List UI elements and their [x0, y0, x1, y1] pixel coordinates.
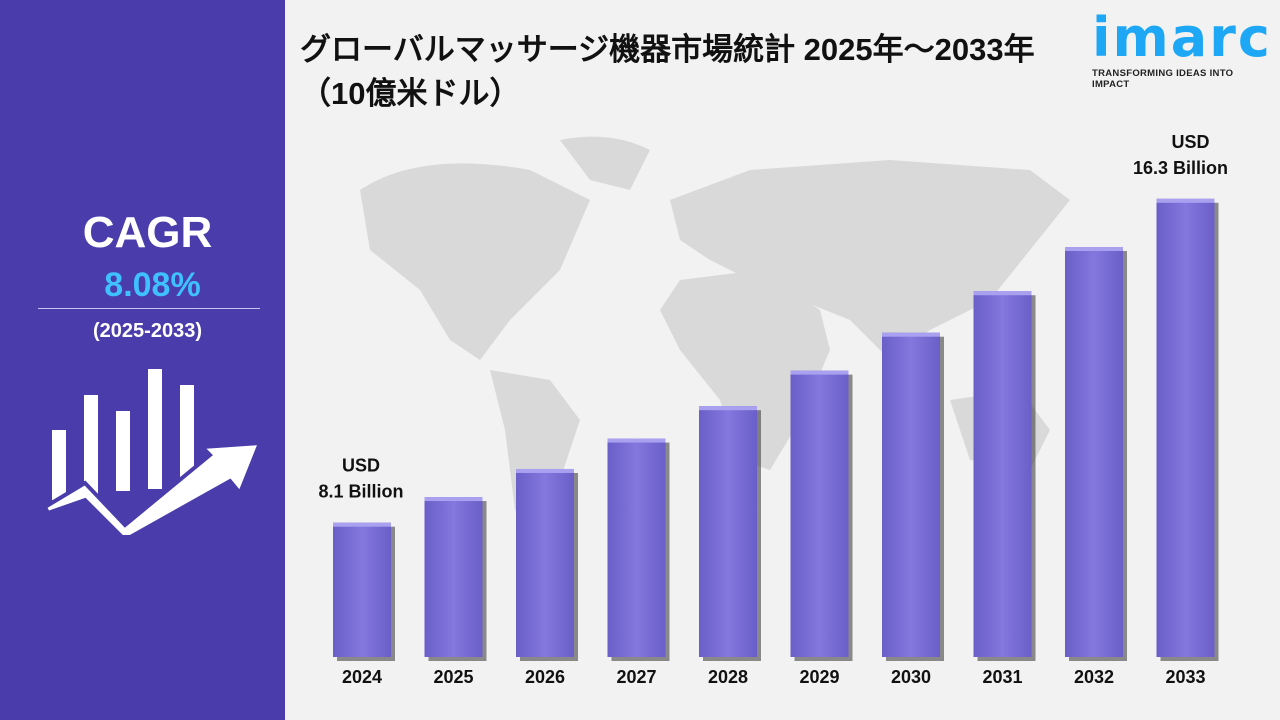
chart-title: グローバルマッサージ機器市場統計 2025年～2033年（10億米ドル）: [300, 32, 1035, 111]
bar-top-highlight: [333, 522, 391, 527]
cagr-label: CAGR: [82, 208, 213, 257]
divider: [38, 308, 260, 309]
bar-2031: [973, 291, 1032, 657]
bar-2024: [333, 522, 391, 657]
bar-top-highlight: [424, 497, 483, 502]
data-label-unit: USD: [342, 456, 380, 476]
cagr-period: (2025-2033): [93, 320, 202, 342]
x-tick-label: 2024: [342, 667, 382, 687]
x-tick-label: 2027: [616, 667, 656, 687]
bar-top-highlight: [516, 468, 574, 473]
bar-2026: [516, 468, 574, 657]
x-tick-label: 2028: [708, 667, 748, 687]
x-tick-label: 2029: [799, 667, 839, 687]
bar-top-highlight: [882, 332, 940, 337]
bar-2033: [1156, 198, 1215, 658]
x-tick-label: 2033: [1165, 667, 1205, 687]
growth-chart-icon: [42, 369, 264, 535]
x-tick-label: 2030: [891, 667, 931, 687]
bar-top-highlight: [790, 370, 849, 375]
data-label-value: 8.1 Billion: [318, 482, 403, 502]
bar-2029: [790, 370, 849, 657]
imarc-logo: imarc TRANSFORMING IDEAS INTO IMPACT: [1092, 6, 1272, 91]
x-tick-label: 2032: [1074, 667, 1114, 687]
data-label-unit: USD: [1171, 132, 1209, 152]
bar-2027: [607, 438, 666, 657]
x-tick-label: 2026: [525, 667, 565, 687]
bar-2032: [1065, 246, 1123, 658]
bar-2028: [699, 406, 757, 657]
cagr-value: 8.08%: [104, 266, 201, 304]
bar-top-highlight: [607, 438, 666, 443]
bar-chart: 2024 USD 8.1 Billion 2025 2026 2027 2028 2029 20…: [318, 132, 1228, 687]
bar-2025: [424, 497, 483, 657]
logo-wordmark: imarc: [1092, 6, 1272, 69]
world-map-background: [360, 136, 1070, 530]
bar-top-highlight: [1065, 246, 1123, 251]
x-tick-label: 2031: [982, 667, 1022, 687]
data-label-value: 16.3 Billion: [1133, 158, 1228, 178]
x-tick-label: 2025: [433, 667, 473, 687]
logo-tagline: TRANSFORMING IDEAS INTO IMPACT: [1092, 68, 1234, 90]
bar-2030: [882, 332, 940, 657]
bar-top-highlight: [1156, 198, 1215, 203]
cagr-panel: CAGR 8.08% (2025-2033): [0, 0, 285, 720]
bar-top-highlight: [699, 406, 757, 411]
bar-top-highlight: [973, 291, 1032, 296]
